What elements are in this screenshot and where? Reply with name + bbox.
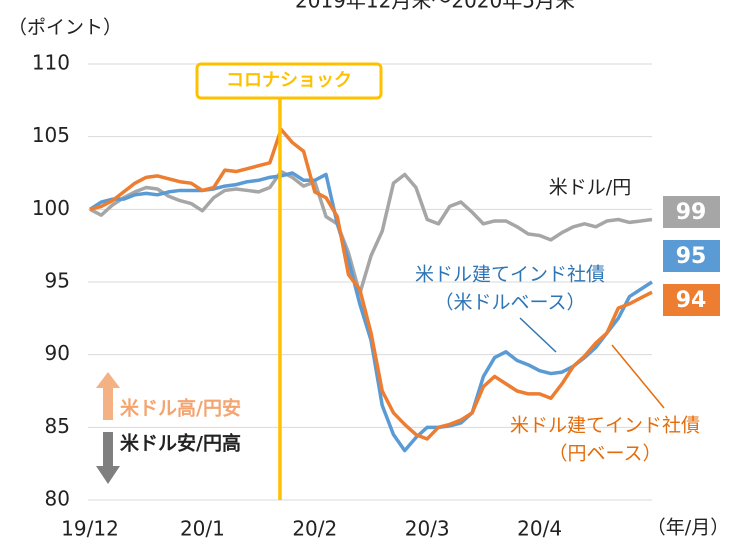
- x-tick-label: 20/1: [180, 517, 225, 541]
- y-tick-label: 105: [32, 123, 70, 147]
- series-label: 米ドル建てインド社債: [510, 415, 700, 437]
- chart-title: 2019年12月末～2020年5月末: [295, 0, 575, 13]
- x-tick-label: 20/2: [292, 517, 337, 541]
- leader-line: [611, 344, 665, 409]
- y-tick-label: 80: [45, 487, 70, 511]
- series-line: [89, 127, 653, 441]
- down-arrow: [96, 432, 120, 484]
- up-arrow: [96, 372, 120, 420]
- x-tick-label: 20/4: [517, 517, 562, 541]
- event-label: コロナショック: [226, 70, 352, 91]
- x-tick-label: 20/3: [405, 517, 450, 541]
- arrow-label: 米ドル高/円安: [120, 397, 241, 420]
- series-label: 米ドル建てインド社債: [415, 264, 605, 286]
- end-label: 95: [676, 244, 707, 269]
- series-label: 米ドル/円: [549, 177, 631, 199]
- y-tick-label: 95: [45, 269, 70, 293]
- y-tick-label: 90: [45, 341, 70, 365]
- y-tick-label: 85: [45, 414, 70, 438]
- event-box: [195, 62, 383, 100]
- end-label-box: [663, 240, 720, 272]
- y-unit: （ポイント）: [8, 17, 122, 39]
- arrow-label: 米ドル安/円高: [120, 432, 241, 455]
- end-label: 94: [676, 288, 707, 313]
- leader-line: [519, 317, 557, 353]
- end-label: 99: [676, 200, 707, 225]
- series-label: （円ベース）: [548, 443, 661, 465]
- y-tick-label: 110: [32, 51, 70, 75]
- x-tick-label: 19/12: [61, 517, 119, 541]
- series-label: （米ドルベース）: [434, 292, 585, 314]
- end-label-box: [663, 196, 720, 228]
- series-line: [89, 169, 653, 296]
- end-label-box: [663, 284, 720, 316]
- y-tick-label: 100: [32, 196, 70, 220]
- x-unit: （年/月）: [647, 517, 729, 539]
